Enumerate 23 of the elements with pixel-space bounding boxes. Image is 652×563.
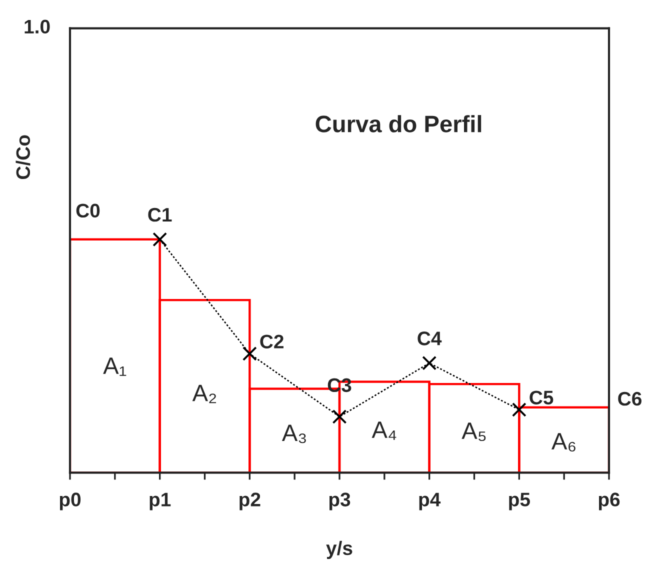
annotation: A₂ (192, 384, 216, 404)
chart-title: Curva do Perfil (316, 115, 482, 132)
y-axis-title: C/Co (16, 135, 30, 180)
x-tick-label: p6 (598, 492, 620, 510)
x-tick-label: p0 (60, 492, 81, 510)
x-tick-label: p4 (419, 492, 441, 510)
x-axis-title: y/s (326, 540, 352, 559)
annotation: C4 (418, 332, 442, 346)
x-tick-label: p5 (509, 492, 530, 510)
annotation: A₃ (282, 424, 306, 444)
annotation: C6 (618, 392, 642, 406)
annotation: C1 (148, 208, 172, 222)
x-tick-label: p1 (150, 492, 171, 510)
annotation: C0 (76, 204, 100, 218)
x-tick-label: p3 (329, 492, 350, 510)
annotation: A₄ (372, 422, 396, 440)
annotation: A₆ (551, 433, 576, 452)
annotation: C5 (530, 390, 554, 404)
annotation: A₅ (462, 422, 486, 442)
x-tick-label: p2 (240, 492, 260, 510)
text: 1.0 (24, 20, 50, 34)
annotation: C2 (260, 334, 284, 348)
annotation: A₁ (103, 358, 126, 376)
